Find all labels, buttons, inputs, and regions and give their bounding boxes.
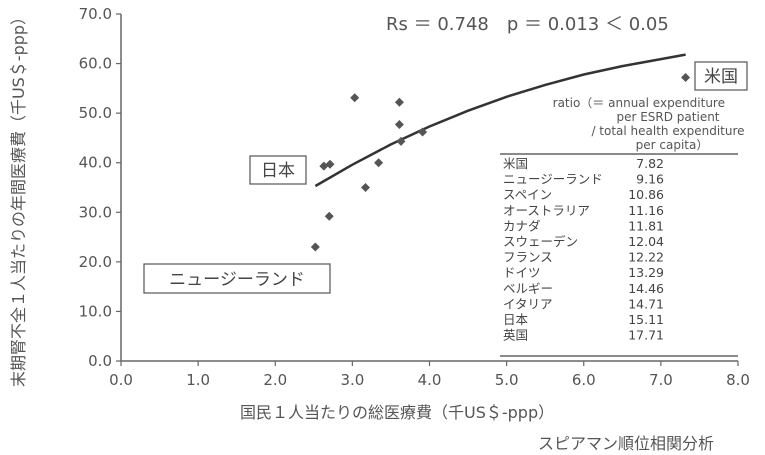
x-tick-label: 7.0 xyxy=(649,371,673,389)
svg-text:/ total health expenditure: / total health expenditure xyxy=(591,124,744,138)
label-usa-text: 米国 xyxy=(704,67,738,87)
data-point xyxy=(374,158,384,168)
x-axis-title: 国民１人当たりの総医療費（千US＄-ppp） xyxy=(240,403,554,422)
ratio-row-value: 12.22 xyxy=(628,250,664,265)
ratio-table-rows: 米国 7.82 ニュージーランド 9.16 スペイン 10.86 オーストラリア 11.16 カ… xyxy=(503,156,664,343)
y-tick-label: 30.0 xyxy=(79,203,112,221)
y-tick-label: 0.0 xyxy=(88,352,112,370)
label-nz-text: ニュージーランド xyxy=(169,270,305,290)
ratio-row-country: フランス xyxy=(503,250,553,265)
y-tick-label: 40.0 xyxy=(79,154,112,172)
data-point xyxy=(324,211,334,221)
ratio-row-country: スウェーデン xyxy=(503,234,578,249)
ratio-row-country: ベルギー xyxy=(503,281,553,296)
data-points xyxy=(310,72,691,252)
y-tick-label: 50.0 xyxy=(79,104,112,122)
y-tick-label: 70.0 xyxy=(79,5,112,23)
y-axis-title: 末期腎不全１人当たりの年間医療費（千US＄-ppp） xyxy=(9,9,28,387)
ratio-row-value: 14.46 xyxy=(628,281,664,296)
ratio-row-value: 7.82 xyxy=(636,156,664,171)
x-tick-label: 6.0 xyxy=(572,371,596,389)
ratio-row-country: 日本 xyxy=(503,312,529,327)
data-point xyxy=(681,72,691,82)
y-axis-ticks: 0.0 10.0 20.0 30.0 40.0 50.0 60.0 70.0 xyxy=(79,5,121,370)
label-japan-text: 日本 xyxy=(261,161,295,181)
ratio-row-value: 9.16 xyxy=(636,172,664,187)
x-tick-label: 3.0 xyxy=(340,371,364,389)
ratio-row-country: 英国 xyxy=(503,328,528,343)
trend-curve xyxy=(314,53,686,188)
ratio-row-country: 米国 xyxy=(503,156,528,171)
ratio-row-value: 14.71 xyxy=(628,296,664,311)
label-japan-box xyxy=(249,155,307,185)
data-point xyxy=(394,120,404,130)
data-point xyxy=(325,159,335,169)
x-tick-label: 5.0 xyxy=(495,371,519,389)
svg-text:ratio（＝ annual expenditure: ratio（＝ annual expenditure xyxy=(553,96,725,110)
ratio-row-country: オーストラリア xyxy=(503,203,590,218)
footer-method: スピアマン順位相関分析 xyxy=(538,434,714,453)
y-tick-label: 20.0 xyxy=(79,253,112,271)
data-point xyxy=(396,136,406,146)
stats-annotation: Rs ＝ 0.748 p ＝ 0.013 ＜ 0.05 xyxy=(386,14,669,35)
x-tick-label: 2.0 xyxy=(263,371,287,389)
ratio-row-country: スペイン xyxy=(503,187,552,202)
ratio-row-country: ドイツ xyxy=(503,265,541,280)
ratio-row-value: 12.04 xyxy=(628,234,664,249)
y-tick-label: 10.0 xyxy=(79,302,112,320)
data-point xyxy=(394,97,404,107)
ratio-row-country: イタリア xyxy=(503,296,553,311)
data-point xyxy=(418,127,428,137)
label-nz-box xyxy=(143,263,331,294)
x-tick-label: 4.0 xyxy=(418,371,442,389)
data-point xyxy=(350,93,360,103)
ratio-row-country: ニュージーランド xyxy=(503,172,603,187)
x-tick-label: 0.0 xyxy=(109,371,133,389)
ratio-table-header: ratio（＝ annual expenditure per ESRD pati… xyxy=(553,96,745,152)
x-axis-ticks: 0.0 1.0 2.0 3.0 4.0 5.0 6.0 7.0 8.0 xyxy=(109,361,750,389)
x-tick-label: 8.0 xyxy=(726,371,750,389)
data-point xyxy=(360,183,370,192)
ratio-row-value: 13.29 xyxy=(628,265,664,280)
ratio-row-country: カナダ xyxy=(503,218,541,233)
x-tick-label: 1.0 xyxy=(186,371,210,389)
y-tick-label: 60.0 xyxy=(79,55,112,73)
ratio-row-value: 15.11 xyxy=(628,312,664,327)
ratio-row-value: 17.71 xyxy=(628,328,664,343)
label-usa-box xyxy=(694,61,748,91)
ratio-row-value: 11.16 xyxy=(628,203,664,218)
ratio-row-value: 11.81 xyxy=(628,218,664,233)
data-point xyxy=(310,242,320,252)
ratio-row-value: 10.86 xyxy=(628,187,664,202)
svg-text:per ESRD patient: per ESRD patient xyxy=(616,110,719,124)
svg-text:per capita）: per capita） xyxy=(636,138,709,152)
